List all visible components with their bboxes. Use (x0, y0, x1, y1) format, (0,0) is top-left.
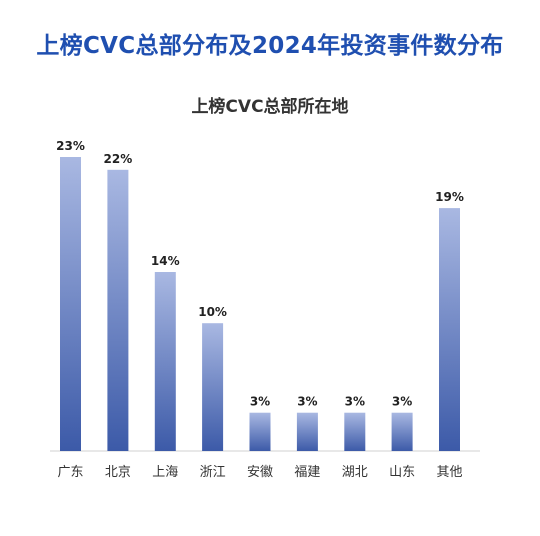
category-label-其他: 其他 (436, 465, 462, 480)
category-label-广东: 广东 (57, 465, 83, 480)
bar-其他 (439, 208, 460, 451)
bar-山东 (391, 412, 413, 451)
bar-浙江 (202, 323, 224, 451)
chart-title: 上榜CVC总部所在地 (191, 97, 349, 117)
bar-北京 (107, 169, 129, 452)
value-label-上海: 14% (151, 254, 180, 268)
category-label-北京: 北京 (105, 465, 131, 480)
category-label-安徽: 安徽 (247, 465, 273, 480)
bar-上海 (154, 272, 176, 451)
bar-安徽 (249, 412, 271, 451)
category-label-浙江: 浙江 (200, 465, 226, 480)
bar-福建 (296, 412, 318, 451)
value-label-福建: 3% (297, 395, 317, 409)
bar-湖北 (344, 412, 366, 451)
category-label-上海: 上海 (152, 465, 178, 480)
value-label-浙江: 10% (198, 305, 227, 319)
value-label-安徽: 3% (250, 395, 270, 409)
value-label-山东: 3% (392, 395, 412, 409)
value-label-湖北: 3% (345, 395, 365, 409)
category-label-山东: 山东 (389, 465, 415, 480)
value-label-北京: 22% (104, 152, 133, 166)
value-label-其他: 19% (435, 190, 464, 204)
page-title: 上榜CVC总部分布及2024年投资事件数分布 (36, 33, 504, 59)
category-label-湖北: 湖北 (342, 465, 368, 480)
value-label-广东: 23% (56, 139, 85, 153)
bar-广东 (60, 157, 81, 451)
category-label-福建: 福建 (294, 465, 320, 480)
